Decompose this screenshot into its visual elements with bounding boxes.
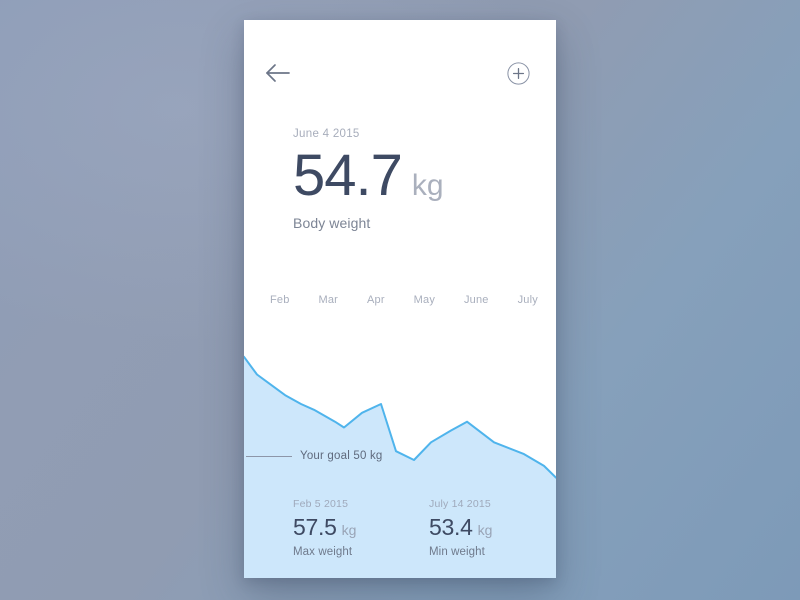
- max-weight-label: Max weight: [293, 546, 353, 558]
- goal-label: Your goal 50 kg: [300, 450, 383, 462]
- max-weight-value: 57.5: [293, 514, 337, 540]
- month-tab-apr[interactable]: Apr: [366, 294, 385, 306]
- current-weight-block: June 4 2015 54.7 kg Body weight: [293, 128, 444, 231]
- max-weight-stat: Feb 5 2015 57.5 kg Max weight: [244, 498, 400, 578]
- month-tab-mar[interactable]: Mar: [318, 294, 339, 306]
- plus-circle-icon[interactable]: [507, 62, 530, 85]
- weight-chart-svg: [244, 355, 556, 578]
- goal-row: Your goal 50 kg: [244, 448, 556, 464]
- min-weight-stat: July 14 2015 53.4 kg Min weight: [400, 498, 556, 578]
- month-tab-june[interactable]: June: [463, 294, 489, 306]
- min-weight-value-row: 53.4 kg: [429, 514, 556, 541]
- min-weight-date: July 14 2015: [429, 498, 491, 510]
- current-weight-value: 54.7: [293, 143, 403, 208]
- max-weight-date: Feb 5 2015: [293, 498, 349, 510]
- month-axis: Feb Mar Apr May June July: [270, 294, 538, 306]
- chart-line-stroke: [244, 355, 556, 479]
- current-weight-label: Body weight: [293, 214, 371, 231]
- current-weight-date: June 4 2015: [293, 128, 360, 140]
- app-header: [244, 20, 556, 92]
- max-weight-value-row: 57.5 kg: [293, 514, 400, 541]
- month-tab-feb[interactable]: Feb: [270, 294, 290, 306]
- weight-area-chart[interactable]: [244, 320, 556, 578]
- phone-screen-card: June 4 2015 54.7 kg Body weight Feb Mar …: [244, 20, 556, 578]
- month-tab-may[interactable]: May: [413, 294, 436, 306]
- current-weight-unit: kg: [411, 169, 444, 202]
- min-weight-value: 53.4: [429, 514, 473, 540]
- current-weight-value-row: 54.7 kg: [293, 143, 444, 208]
- arrow-left-icon[interactable]: [264, 58, 298, 88]
- goal-line-marker: [246, 455, 292, 457]
- min-weight-label: Min weight: [429, 546, 485, 558]
- min-weight-unit: kg: [477, 522, 493, 538]
- chart-area-fill: [244, 356, 556, 578]
- summary-stats: Feb 5 2015 57.5 kg Max weight July 14 20…: [244, 498, 556, 578]
- max-weight-unit: kg: [341, 522, 357, 538]
- month-tab-july[interactable]: July: [517, 294, 538, 306]
